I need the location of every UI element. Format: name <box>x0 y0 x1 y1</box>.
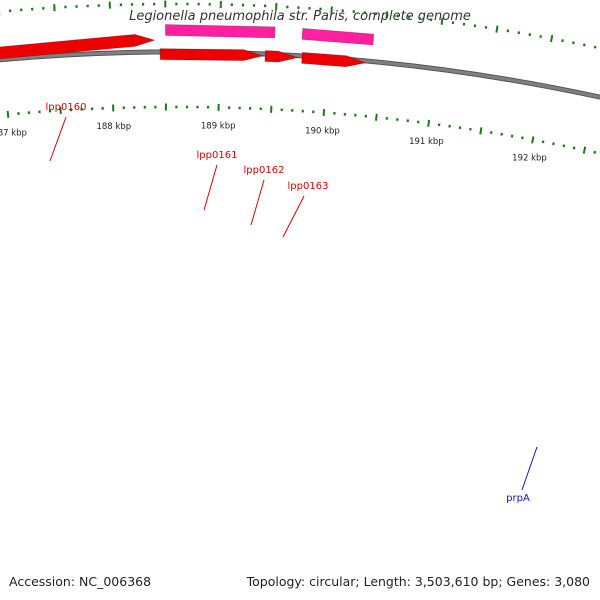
leader-line-prpA <box>521 446 538 491</box>
tick-inner-187 <box>6 110 10 118</box>
tick-label-189: 189 kbp <box>201 121 236 131</box>
leader-line-lpp0163 <box>282 195 305 238</box>
tick-outer-192.4 <box>593 45 597 49</box>
tick-outer-192.2 <box>572 41 575 45</box>
gene-label-lpp0163: lpp0163 <box>288 181 329 192</box>
leader-line-lpp0161 <box>203 164 218 211</box>
tick-outer-190 <box>330 6 333 14</box>
tick-label-190: 190 kbp <box>305 127 340 137</box>
tick-outer-190.5 <box>385 11 389 19</box>
tick-inner-192.1 <box>541 140 545 144</box>
map-title: Legionella pneumophila str. Paris, compl… <box>129 9 471 24</box>
tick-labels: 187 kbp 188 kbp 189 kbp 190 kbp 191 kbp 192 k… <box>0 121 547 164</box>
tick-label-187: 187 kbp <box>0 128 27 138</box>
tick-inner-191.6 <box>489 131 493 135</box>
feature-cds-a <box>0 33 156 60</box>
accession-text: Accession: NC_006368 <box>9 574 152 589</box>
genome-backbone <box>0 49 600 100</box>
feature-cds-b <box>159 48 265 62</box>
backbone-arc <box>0 50 600 99</box>
tick-marks <box>0 0 597 154</box>
feature-cds-e <box>164 24 276 39</box>
leader-line-lpp0160 <box>49 116 67 162</box>
tick-inner-192.5 <box>582 146 587 154</box>
tick-label-188: 188 kbp <box>96 122 131 132</box>
genome-summary-text: Topology: circular; Length: 3,503,610 bp… <box>246 574 590 589</box>
tick-outer-191 <box>440 17 444 25</box>
gene-features <box>0 24 375 68</box>
tick-label-192: 192 kbp <box>512 154 547 164</box>
feature-cds-c <box>264 50 300 63</box>
tick-inner-190.5 <box>375 113 378 121</box>
tick-inner-192.6 <box>593 150 597 154</box>
tick-inner-192 <box>531 136 535 144</box>
gene-label-prpA: prpA <box>506 493 530 504</box>
tick-outer-192 <box>550 34 554 43</box>
tick-outer-191.7 <box>517 31 521 35</box>
tick-inner-187.5 <box>59 106 62 115</box>
tick-inner-190 <box>322 109 326 117</box>
tick-inner-191.8 <box>510 134 514 138</box>
gene-label-lpp0160: lpp0160 <box>46 102 87 113</box>
tick-label-191: 191 kbp <box>409 137 444 147</box>
tick-outer-192.3 <box>582 43 586 47</box>
feature-cds-d <box>301 51 368 68</box>
tick-outer-192.1 <box>561 39 564 43</box>
tick-inner-192.4 <box>572 146 576 150</box>
tick-inner-191 <box>427 119 431 127</box>
feature-cds-f <box>301 27 375 46</box>
tick-inner-191.7 <box>500 132 503 136</box>
leader-line-lpp0162 <box>250 179 265 226</box>
gene-label-lpp0161: lpp0161 <box>197 150 238 161</box>
tick-inner-192.2 <box>552 142 555 146</box>
tick-inner-191.5 <box>479 127 483 135</box>
gene-label-lpp0162: lpp0162 <box>244 165 285 176</box>
tick-inner-192.3 <box>562 144 566 148</box>
backbone-arc-outline <box>0 49 600 100</box>
tick-outer-191.5 <box>495 25 499 33</box>
